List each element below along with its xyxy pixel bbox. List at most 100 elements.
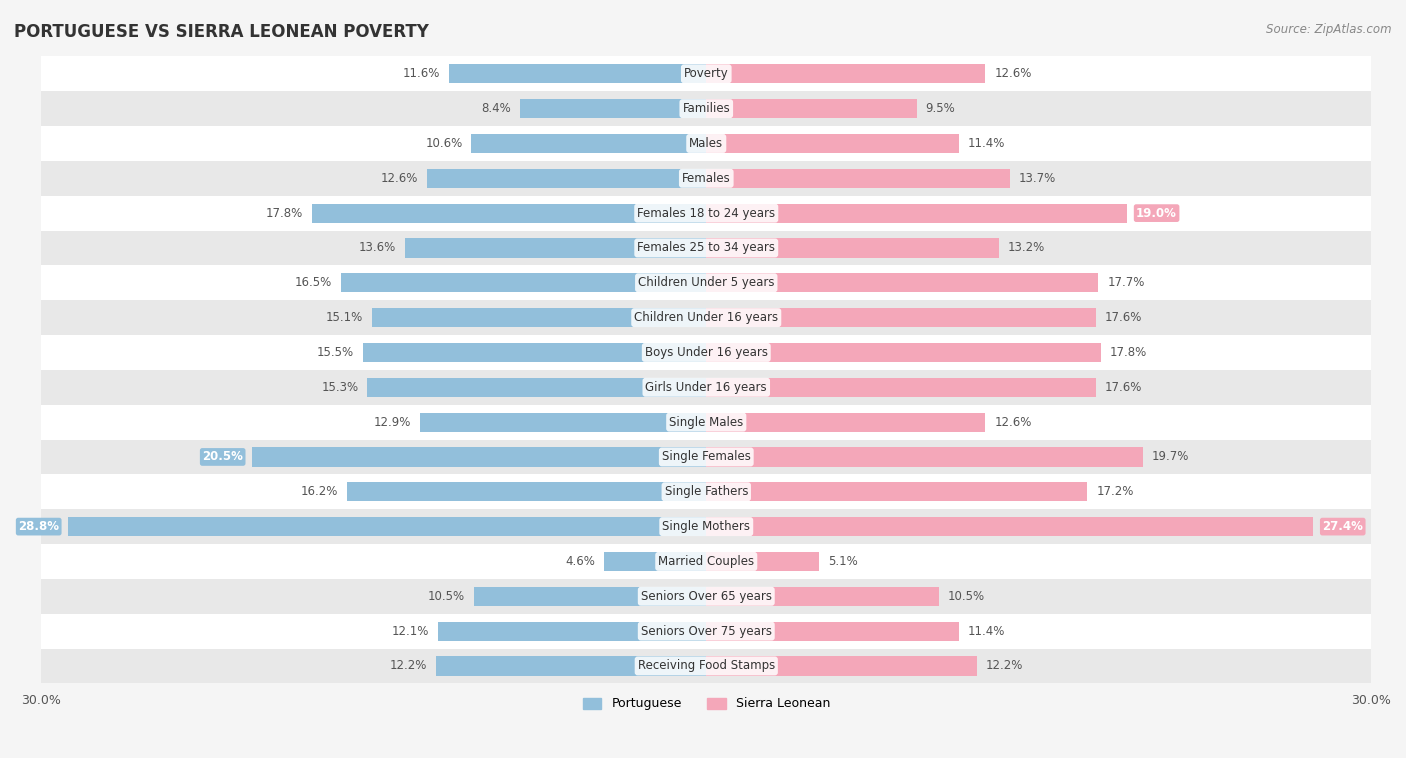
Text: Single Females: Single Females	[662, 450, 751, 463]
Text: 12.6%: 12.6%	[994, 67, 1032, 80]
Bar	[41, 265, 1371, 300]
Text: 12.1%: 12.1%	[392, 625, 429, 637]
Text: 12.2%: 12.2%	[389, 659, 427, 672]
Text: 19.0%: 19.0%	[1136, 207, 1177, 220]
Text: 13.2%: 13.2%	[1008, 242, 1045, 255]
Text: Single Males: Single Males	[669, 415, 744, 428]
Bar	[41, 405, 1371, 440]
Text: 17.8%: 17.8%	[1109, 346, 1147, 359]
Text: Families: Families	[682, 102, 730, 115]
Bar	[706, 552, 820, 571]
Text: 15.3%: 15.3%	[321, 381, 359, 393]
Bar	[363, 343, 706, 362]
Bar	[706, 134, 959, 153]
Bar	[41, 475, 1371, 509]
Bar	[371, 308, 706, 327]
Bar	[605, 552, 706, 571]
Bar	[474, 587, 706, 606]
Text: Seniors Over 75 years: Seniors Over 75 years	[641, 625, 772, 637]
Bar	[420, 412, 706, 432]
Bar	[706, 64, 986, 83]
Bar	[41, 509, 1371, 544]
Text: 13.7%: 13.7%	[1019, 172, 1056, 185]
Bar	[41, 614, 1371, 649]
Text: 17.6%: 17.6%	[1105, 311, 1143, 324]
Text: 15.5%: 15.5%	[316, 346, 354, 359]
Bar	[41, 56, 1371, 91]
Bar	[449, 64, 706, 83]
Bar	[706, 343, 1101, 362]
Text: 11.4%: 11.4%	[967, 137, 1005, 150]
Text: Females: Females	[682, 172, 731, 185]
Text: Source: ZipAtlas.com: Source: ZipAtlas.com	[1267, 23, 1392, 36]
Text: 8.4%: 8.4%	[481, 102, 512, 115]
Text: 10.5%: 10.5%	[948, 590, 986, 603]
Bar	[706, 238, 998, 258]
Bar	[706, 447, 1143, 466]
Bar	[706, 99, 917, 118]
Bar	[41, 161, 1371, 196]
Bar	[706, 656, 977, 675]
Bar	[427, 169, 706, 188]
Bar	[41, 370, 1371, 405]
Bar	[41, 579, 1371, 614]
Text: Children Under 16 years: Children Under 16 years	[634, 311, 779, 324]
Text: Girls Under 16 years: Girls Under 16 years	[645, 381, 768, 393]
Text: 12.9%: 12.9%	[374, 415, 412, 428]
Bar	[520, 99, 706, 118]
Legend: Portuguese, Sierra Leonean: Portuguese, Sierra Leonean	[578, 693, 835, 716]
Bar	[706, 308, 1097, 327]
Text: Females 25 to 34 years: Females 25 to 34 years	[637, 242, 775, 255]
Text: 11.4%: 11.4%	[967, 625, 1005, 637]
Bar	[405, 238, 706, 258]
Bar	[706, 273, 1098, 293]
Bar	[41, 91, 1371, 126]
Bar	[706, 482, 1087, 501]
Bar	[41, 196, 1371, 230]
Text: 12.6%: 12.6%	[381, 172, 418, 185]
Text: Children Under 5 years: Children Under 5 years	[638, 276, 775, 290]
Bar	[312, 204, 706, 223]
Text: Married Couples: Married Couples	[658, 555, 755, 568]
Text: 28.8%: 28.8%	[18, 520, 59, 533]
Text: 9.5%: 9.5%	[925, 102, 956, 115]
Text: Males: Males	[689, 137, 723, 150]
Text: PORTUGUESE VS SIERRA LEONEAN POVERTY: PORTUGUESE VS SIERRA LEONEAN POVERTY	[14, 23, 429, 41]
Bar	[41, 126, 1371, 161]
Text: 12.2%: 12.2%	[986, 659, 1022, 672]
Text: Single Mothers: Single Mothers	[662, 520, 751, 533]
Bar	[252, 447, 706, 466]
Text: 27.4%: 27.4%	[1322, 520, 1364, 533]
Bar	[706, 587, 939, 606]
Text: Poverty: Poverty	[683, 67, 728, 80]
Bar	[706, 517, 1313, 536]
Text: 17.6%: 17.6%	[1105, 381, 1143, 393]
Bar	[436, 656, 706, 675]
Text: 4.6%: 4.6%	[565, 555, 596, 568]
Bar	[41, 335, 1371, 370]
Bar	[471, 134, 706, 153]
Bar	[439, 622, 706, 641]
Text: 10.5%: 10.5%	[427, 590, 465, 603]
Text: 20.5%: 20.5%	[202, 450, 243, 463]
Text: 17.7%: 17.7%	[1108, 276, 1144, 290]
Text: 11.6%: 11.6%	[404, 67, 440, 80]
Text: 5.1%: 5.1%	[828, 555, 858, 568]
Bar	[41, 649, 1371, 684]
Text: Females 18 to 24 years: Females 18 to 24 years	[637, 207, 775, 220]
Text: 16.5%: 16.5%	[294, 276, 332, 290]
Bar	[340, 273, 706, 293]
Text: Single Fathers: Single Fathers	[665, 485, 748, 498]
Bar	[67, 517, 706, 536]
Text: 12.6%: 12.6%	[994, 415, 1032, 428]
Bar	[41, 440, 1371, 475]
Bar	[41, 544, 1371, 579]
Text: 10.6%: 10.6%	[425, 137, 463, 150]
Bar	[706, 377, 1097, 397]
Bar	[706, 622, 959, 641]
Text: 15.1%: 15.1%	[326, 311, 363, 324]
Text: Receiving Food Stamps: Receiving Food Stamps	[638, 659, 775, 672]
Text: Boys Under 16 years: Boys Under 16 years	[645, 346, 768, 359]
Bar	[706, 412, 986, 432]
Text: 17.8%: 17.8%	[266, 207, 302, 220]
